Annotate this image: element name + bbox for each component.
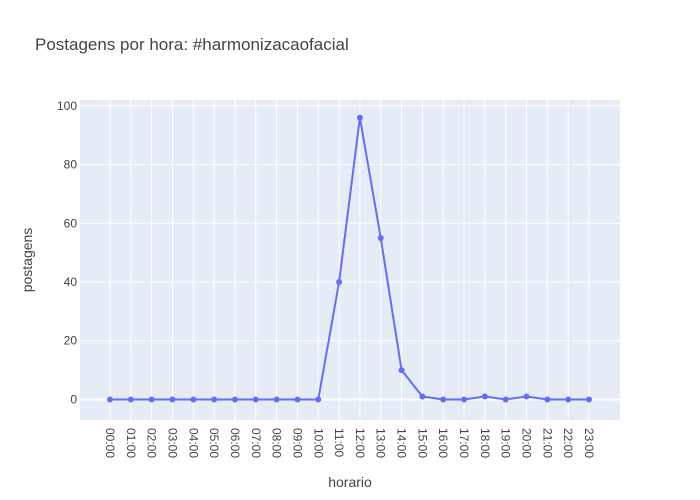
- x-tick-label: 09:00: [290, 428, 304, 458]
- data-point: [148, 396, 155, 403]
- y-axis-title: postagens: [19, 228, 35, 293]
- data-point: [273, 396, 280, 403]
- x-tick-label: 14:00: [395, 428, 409, 458]
- x-tick-label: 22:00: [561, 428, 575, 458]
- x-axis-ticks: 00:00 01:00 02:00 03:00 04:00 05:00 06:00 07:00…: [103, 428, 596, 458]
- x-tick-label: 20:00: [520, 428, 534, 458]
- data-point: [461, 396, 468, 403]
- x-tick-label: 04:00: [186, 428, 200, 458]
- data-point: [377, 234, 384, 241]
- x-tick-label: 23:00: [582, 428, 596, 458]
- x-tick-label: 01:00: [124, 428, 138, 458]
- y-tick-label: 60: [64, 216, 78, 230]
- y-tick-label: 20: [64, 334, 78, 348]
- data-point: [231, 396, 238, 403]
- x-tick-label: 21:00: [540, 428, 554, 458]
- data-point: [502, 396, 509, 403]
- x-tick-label: 02:00: [145, 428, 159, 458]
- chart-title: Postagens por hora: #harmonizacaofacial: [35, 35, 349, 54]
- x-tick-label: 10:00: [311, 428, 325, 458]
- x-tick-label: 16:00: [436, 428, 450, 458]
- x-tick-label: 11:00: [332, 428, 346, 457]
- data-point: [252, 396, 259, 403]
- plot-area: [80, 100, 620, 420]
- data-point: [565, 396, 572, 403]
- y-tick-label: 40: [64, 275, 78, 289]
- x-tick-label: 19:00: [499, 428, 513, 458]
- y-tick-label: 80: [64, 158, 78, 172]
- x-tick-label: 12:00: [353, 428, 367, 458]
- data-point: [586, 396, 592, 403]
- x-tick-label: 07:00: [249, 428, 263, 458]
- x-tick-label: 17:00: [457, 428, 471, 458]
- x-tick-label: 03:00: [165, 428, 179, 458]
- x-tick-label: 00:00: [103, 428, 117, 458]
- data-point: [107, 396, 113, 403]
- x-axis-title: horario: [328, 474, 372, 490]
- grid-lines: [80, 100, 620, 420]
- data-point: [169, 396, 176, 403]
- data-point: [190, 396, 197, 403]
- data-point: [356, 114, 363, 121]
- data-point: [336, 279, 343, 286]
- data-points: [107, 114, 592, 403]
- x-tick-label: 06:00: [228, 428, 242, 458]
- x-tick-label: 05:00: [207, 428, 221, 458]
- x-tick-label: 13:00: [374, 428, 388, 458]
- y-axis-ticks: 0 20 40 60 80 100: [57, 99, 77, 407]
- y-tick-label: 0: [70, 392, 77, 406]
- data-point: [127, 396, 134, 403]
- data-point: [315, 396, 322, 403]
- data-point: [211, 396, 218, 403]
- y-tick-label: 100: [57, 99, 77, 113]
- data-point: [398, 367, 405, 374]
- data-point: [544, 396, 551, 403]
- x-tick-label: 18:00: [478, 428, 492, 458]
- series-line: [110, 117, 589, 401]
- data-point: [294, 396, 301, 403]
- x-tick-label: 15:00: [415, 428, 429, 458]
- x-tick-label: 08:00: [270, 428, 284, 458]
- data-point: [419, 393, 426, 400]
- data-point: [481, 393, 488, 400]
- data-point: [523, 393, 530, 400]
- data-point: [440, 396, 447, 403]
